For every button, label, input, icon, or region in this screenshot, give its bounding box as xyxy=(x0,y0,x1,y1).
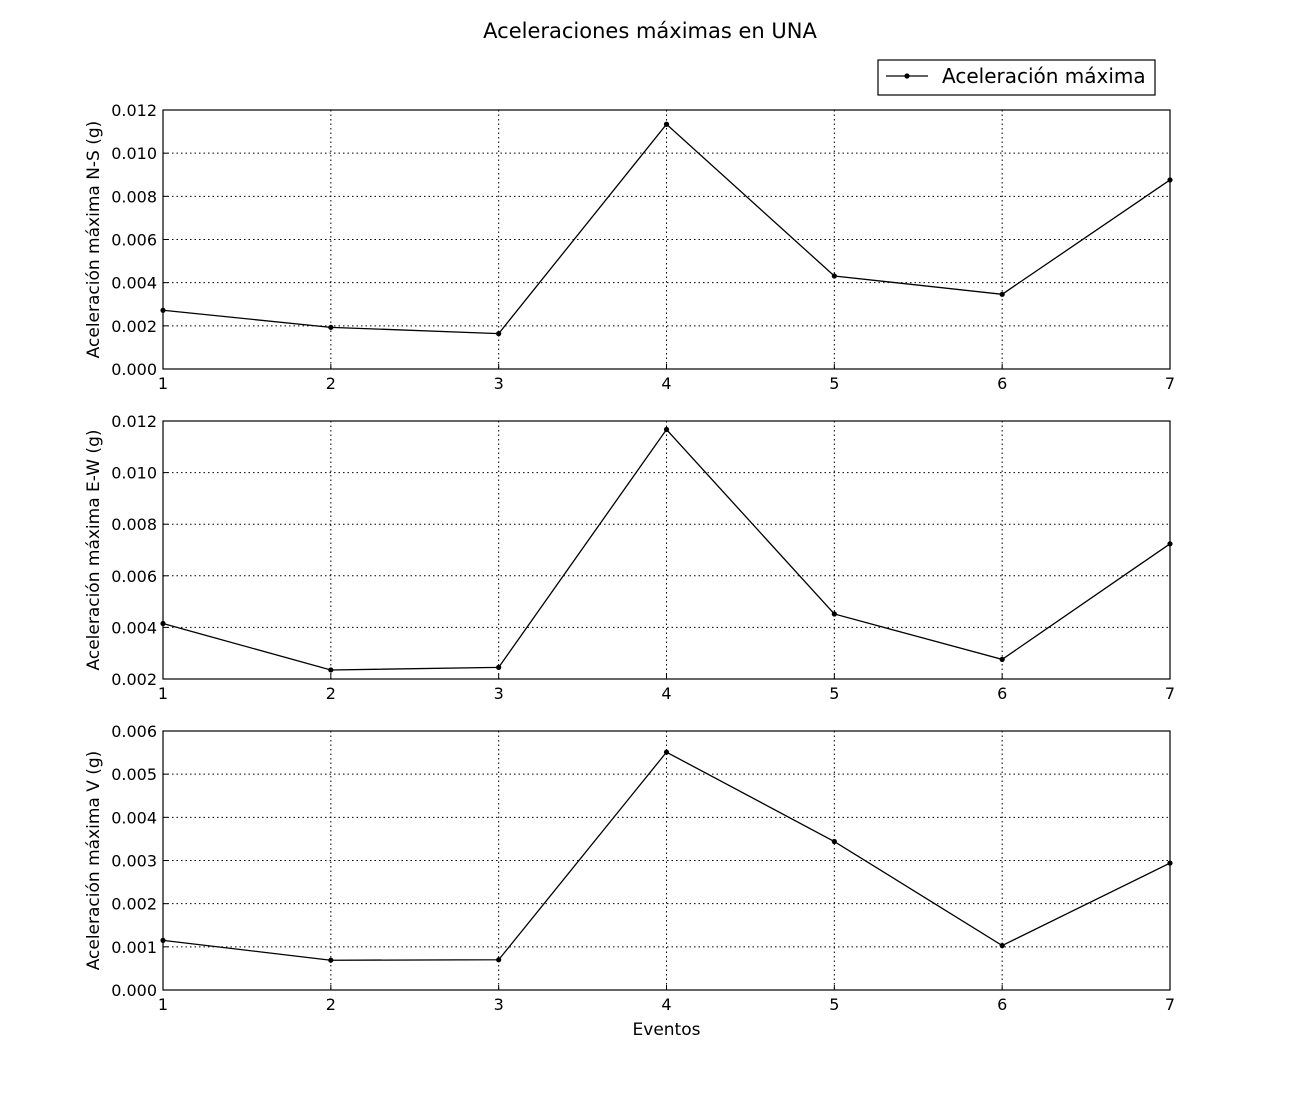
data-point xyxy=(999,656,1005,662)
legend-frame xyxy=(877,59,1156,96)
x-axis-label: Eventos xyxy=(633,1020,701,1040)
data-point xyxy=(160,937,166,943)
data-point xyxy=(831,273,837,279)
plot-frame xyxy=(162,420,1171,680)
data-point xyxy=(663,121,670,127)
x-tick-label: 3 xyxy=(494,374,504,393)
data-point xyxy=(328,667,334,673)
data-point xyxy=(831,838,837,845)
data-point xyxy=(496,331,502,337)
x-tick-label: 3 xyxy=(494,684,504,703)
data-point xyxy=(328,957,334,963)
data-point xyxy=(496,957,502,963)
x-tick-label: 5 xyxy=(829,684,839,703)
x-tick-label: 1 xyxy=(158,995,168,1014)
y-tick-label: 0.000 xyxy=(111,981,157,1000)
data-point xyxy=(999,291,1005,297)
x-tick-label: 6 xyxy=(997,374,1007,393)
y-tick-label: 0.002 xyxy=(111,317,157,336)
y-tick-label: 0.004 xyxy=(111,618,157,637)
x-tick-label: 6 xyxy=(997,995,1007,1014)
data-point xyxy=(663,426,670,433)
y-tick-label: 0.002 xyxy=(111,895,157,914)
x-tick-label: 4 xyxy=(661,995,671,1014)
y-axis-label: Aceleración máxima N-S (g) xyxy=(84,121,104,359)
subplot-north-south: 1 2 3 4 5 6 7 0.000 0.002 0.004 0.006 0.008 0.010 0.0… xyxy=(84,101,1175,393)
plot-frame xyxy=(162,109,1171,370)
x-tick-label: 6 xyxy=(997,684,1007,703)
data-point xyxy=(1167,541,1173,547)
data-point xyxy=(160,620,166,627)
x-tick-label: 1 xyxy=(158,684,168,703)
x-tick-label: 5 xyxy=(829,374,839,393)
x-tick-label: 1 xyxy=(158,374,168,393)
chart-title: Aceleraciones máximas en UNA xyxy=(483,19,817,43)
x-tick-label: 2 xyxy=(326,995,336,1014)
y-tick-label: 0.002 xyxy=(111,670,157,689)
data-point xyxy=(831,611,837,617)
y-tick-label: 0.006 xyxy=(111,722,157,741)
y-tick-label: 0.004 xyxy=(111,808,157,827)
legend-entry: Aceleración máxima xyxy=(942,64,1146,88)
y-tick-label: 0.008 xyxy=(111,187,157,206)
data-point xyxy=(999,942,1005,949)
data-point xyxy=(1167,177,1173,183)
data-point xyxy=(328,324,334,330)
x-tick-label: 4 xyxy=(661,684,671,703)
subplot-vertical: 1 2 3 4 5 6 7 0.000 0.001 0.002 0.003 0.004 0.005 0.0… xyxy=(84,722,1175,1040)
data-point xyxy=(1167,860,1173,866)
y-tick-label: 0.005 xyxy=(111,765,157,784)
data-point xyxy=(663,749,670,755)
data-point xyxy=(160,307,166,313)
x-tick-label: 7 xyxy=(1165,995,1175,1014)
subplot-east-west: 1 2 3 4 5 6 7 0.002 0.004 0.006 0.008 0.010 0.012 Ace… xyxy=(84,412,1175,703)
y-tick-label: 0.012 xyxy=(111,412,157,431)
y-tick-label: 0.004 xyxy=(111,274,157,293)
legend: Aceleración máxima xyxy=(877,59,1156,96)
y-tick-label: 0.010 xyxy=(111,144,157,163)
y-tick-label: 0.008 xyxy=(111,515,157,534)
x-tick-label: 5 xyxy=(829,995,839,1014)
x-tick-label: 2 xyxy=(326,684,336,703)
y-tick-label: 0.003 xyxy=(111,852,157,871)
x-tick-label: 2 xyxy=(326,374,336,393)
y-tick-label: 0.010 xyxy=(111,464,157,483)
y-tick-label: 0.012 xyxy=(111,101,157,120)
x-tick-label: 7 xyxy=(1165,684,1175,703)
x-tick-label: 3 xyxy=(494,995,504,1014)
y-axis-label: Aceleración máxima V (g) xyxy=(84,751,104,971)
y-tick-label: 0.006 xyxy=(111,231,157,250)
y-axis-label: Aceleración máxima E-W (g) xyxy=(84,430,104,671)
x-tick-label: 7 xyxy=(1165,374,1175,393)
y-tick-label: 0.000 xyxy=(111,360,157,379)
y-tick-label: 0.001 xyxy=(111,938,157,957)
x-tick-label: 4 xyxy=(661,374,671,393)
y-tick-label: 0.006 xyxy=(111,567,157,586)
legend-dot-marker xyxy=(904,73,910,79)
data-point xyxy=(496,664,502,670)
